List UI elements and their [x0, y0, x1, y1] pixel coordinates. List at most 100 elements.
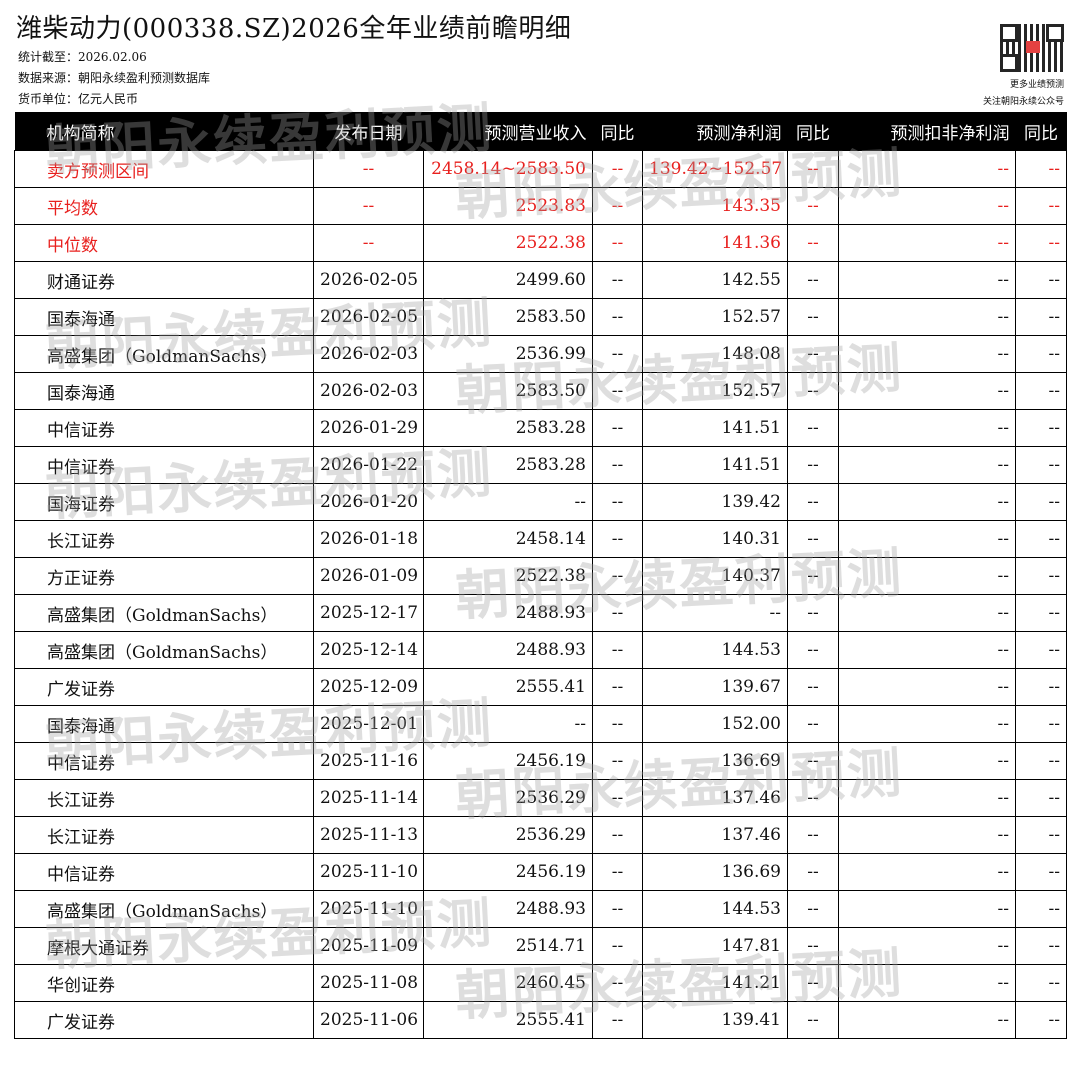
- cell-revenue-yoy: --: [592, 705, 643, 743]
- cell-date: 2026-01-18: [313, 520, 424, 558]
- page-title: 潍柴动力(000338.SZ)2026全年业绩前瞻明细: [16, 14, 572, 44]
- cell-institution: 国泰海通: [14, 372, 314, 410]
- cell-revenue-yoy: --: [592, 261, 643, 299]
- cell-net-profit-yoy: --: [787, 372, 839, 410]
- cell-revenue-yoy: --: [592, 890, 643, 928]
- cell-net-profit: --: [642, 594, 788, 632]
- cell-date: 2025-11-14: [313, 779, 424, 817]
- cell-deducted-profit: --: [838, 594, 1016, 632]
- cell-deducted-profit: --: [838, 1001, 1016, 1039]
- cell-net-profit: 143.35: [642, 187, 788, 225]
- cell-date: 2026-02-03: [313, 372, 424, 410]
- cell-revenue-yoy: --: [592, 742, 643, 780]
- table-row: 广发证券 2025-12-09 2555.41 -- 139.67 -- -- --: [14, 668, 1067, 706]
- cell-revenue: 2488.93: [423, 594, 593, 632]
- cell-institution: 高盛集团（GoldmanSachs）: [14, 890, 314, 928]
- cell-revenue: --: [423, 705, 593, 743]
- cell-institution: 财通证券: [14, 261, 314, 299]
- cell-net-profit-yoy: --: [787, 668, 839, 706]
- cell-net-profit-yoy: --: [787, 853, 839, 891]
- cell-institution: 长江证券: [14, 779, 314, 817]
- cell-revenue-yoy: --: [592, 853, 643, 891]
- table-row: 摩根大通证券 2025-11-09 2514.71 -- 147.81 -- -- --: [14, 927, 1067, 965]
- cell-deducted-yoy: --: [1015, 187, 1067, 225]
- cell-deducted-yoy: --: [1015, 150, 1067, 188]
- cell-institution: 摩根大通证券: [14, 927, 314, 965]
- cell-net-profit: 152.57: [642, 298, 788, 336]
- cell-net-profit-yoy: --: [787, 224, 839, 262]
- cell-deducted-yoy: --: [1015, 631, 1067, 669]
- cell-revenue: 2522.38: [423, 557, 593, 595]
- cell-net-profit: 144.53: [642, 890, 788, 928]
- cell-deducted-profit: --: [838, 742, 1016, 780]
- qr-caption-2: 关注朝阳永续公众号: [982, 97, 1064, 107]
- cell-net-profit: 139.42: [642, 483, 788, 521]
- cell-net-profit: 139.42~152.57: [642, 150, 788, 188]
- cell-revenue: 2514.71: [423, 927, 593, 965]
- cell-revenue: 2458.14~2583.50: [423, 150, 593, 188]
- qr-caption-1: 更多业绩预测: [1009, 80, 1064, 90]
- cell-institution: 长江证券: [14, 520, 314, 558]
- table-row: 高盛集团（GoldmanSachs） 2025-12-14 2488.93 -- 144…: [14, 631, 1067, 669]
- cell-date: 2025-12-09: [313, 668, 424, 706]
- cell-net-profit-yoy: --: [787, 298, 839, 336]
- cell-date: 2025-12-17: [313, 594, 424, 632]
- cell-revenue-yoy: --: [592, 335, 643, 373]
- cell-revenue: 2536.29: [423, 779, 593, 817]
- cell-revenue-yoy: --: [592, 594, 643, 632]
- cell-deducted-yoy: --: [1015, 1001, 1067, 1039]
- stat-date: 统计截至：2026.02.06: [18, 50, 147, 64]
- cell-revenue-yoy: --: [592, 668, 643, 706]
- cell-deducted-yoy: --: [1015, 372, 1067, 410]
- cell-deducted-yoy: --: [1015, 557, 1067, 595]
- cell-net-profit-yoy: --: [787, 890, 839, 928]
- cell-revenue: 2456.19: [423, 742, 593, 780]
- cell-deducted-yoy: --: [1015, 668, 1067, 706]
- cell-net-profit: 152.00: [642, 705, 788, 743]
- cell-deducted-profit: --: [838, 890, 1016, 928]
- cell-deducted-yoy: --: [1015, 927, 1067, 965]
- cell-deducted-profit: --: [838, 150, 1016, 188]
- cell-revenue-yoy: --: [592, 816, 643, 854]
- cell-deducted-profit: --: [838, 964, 1016, 1002]
- column-header-date: 发布日期: [313, 112, 424, 151]
- cell-net-profit-yoy: --: [787, 964, 839, 1002]
- cell-net-profit-yoy: --: [787, 187, 839, 225]
- cell-net-profit: 141.21: [642, 964, 788, 1002]
- table-row: 长江证券 2025-11-13 2536.29 -- 137.46 -- -- --: [14, 816, 1067, 854]
- cell-deducted-yoy: --: [1015, 594, 1067, 632]
- cell-institution: 中信证券: [14, 409, 314, 447]
- cell-deducted-profit: --: [838, 779, 1016, 817]
- table-row: 财通证券 2026-02-05 2499.60 -- 142.55 -- -- --: [14, 261, 1067, 299]
- cell-deducted-profit: --: [838, 372, 1016, 410]
- cell-deducted-profit: --: [838, 187, 1016, 225]
- cell-date: 2025-11-16: [313, 742, 424, 780]
- cell-revenue: 2488.93: [423, 890, 593, 928]
- cell-deducted-profit: --: [838, 631, 1016, 669]
- cell-net-profit-yoy: --: [787, 742, 839, 780]
- cell-deducted-yoy: --: [1015, 224, 1067, 262]
- data-source: 数据来源：朝阳永续盈利预测数据库: [18, 71, 211, 85]
- cell-net-profit: 137.46: [642, 779, 788, 817]
- cell-date: 2025-11-06: [313, 1001, 424, 1039]
- table-row: 中信证券 2026-01-29 2583.28 -- 141.51 -- -- --: [14, 409, 1067, 447]
- cell-deducted-profit: --: [838, 261, 1016, 299]
- cell-deducted-profit: --: [838, 483, 1016, 521]
- cell-net-profit-yoy: --: [787, 150, 839, 188]
- summary-row: 平均数 -- 2523.83 -- 143.35 -- -- --: [14, 187, 1067, 225]
- cell-institution: 高盛集团（GoldmanSachs）: [14, 335, 314, 373]
- cell-date: 2025-11-13: [313, 816, 424, 854]
- cell-deducted-profit: --: [838, 705, 1016, 743]
- cell-deducted-yoy: --: [1015, 705, 1067, 743]
- cell-revenue: 2523.83: [423, 187, 593, 225]
- cell-revenue: 2583.28: [423, 409, 593, 447]
- cell-deducted-yoy: --: [1015, 483, 1067, 521]
- cell-revenue: 2536.99: [423, 335, 593, 373]
- column-header-revenue-yoy: 同比: [592, 112, 643, 151]
- cell-deducted-profit: --: [838, 557, 1016, 595]
- table-row: 方正证券 2026-01-09 2522.38 -- 140.37 -- -- --: [14, 557, 1067, 595]
- cell-deducted-profit: --: [838, 446, 1016, 484]
- cell-institution: 广发证券: [14, 668, 314, 706]
- summary-row: 中位数 -- 2522.38 -- 141.36 -- -- --: [14, 224, 1067, 262]
- cell-net-profit: 139.67: [642, 668, 788, 706]
